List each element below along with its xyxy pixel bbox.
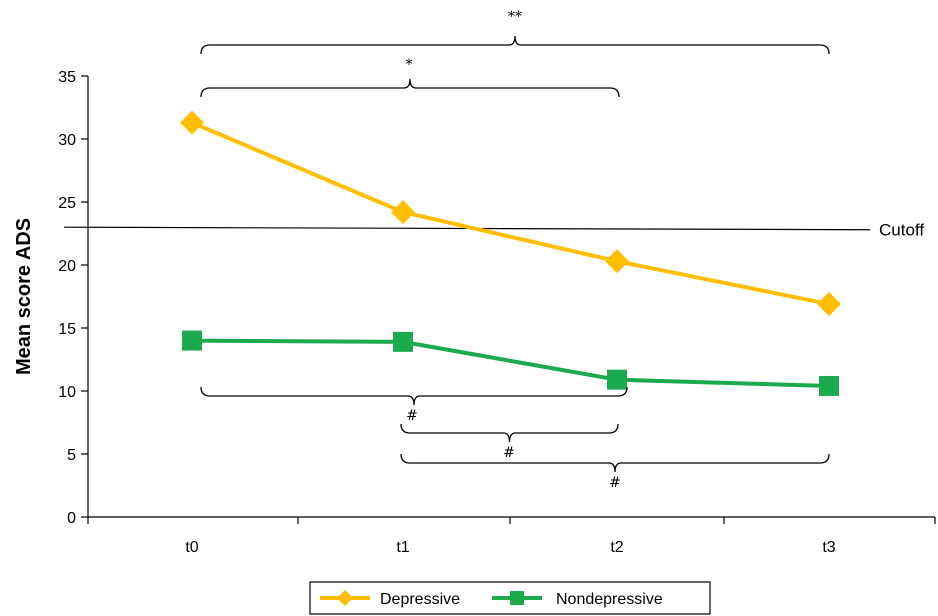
data-point-nondepressive [393, 331, 413, 352]
y-tick-label: 5 [67, 447, 76, 464]
significance-brace [200, 386, 628, 406]
y-tick-label: 25 [58, 195, 76, 212]
data-point-nondepressive [182, 330, 202, 351]
legend-marker-square [510, 591, 524, 605]
y-tick-label: 35 [58, 69, 76, 86]
data-point-depressive [605, 249, 629, 274]
y-axis-label: Mean score ADS [13, 218, 35, 375]
data-point-nondepressive [607, 369, 627, 390]
y-tick-label: 10 [58, 384, 76, 401]
y-tick-label: 0 [67, 510, 76, 527]
data-point-depressive [391, 200, 415, 225]
significance-brace [200, 35, 830, 55]
significance-label: * [406, 57, 413, 73]
y-tick-label: 15 [58, 321, 76, 338]
y-tick-label: 20 [58, 258, 76, 275]
x-tick-label: t0 [185, 539, 198, 556]
cutoff-line-group: Cutoff [63, 221, 924, 240]
x-tick-label: t2 [610, 539, 623, 556]
data-point-nondepressive [819, 375, 839, 396]
x-tick-label: t3 [822, 539, 835, 556]
significance-label: # [406, 408, 418, 424]
series-line-nondepressive [191, 338, 830, 388]
significance-label: # [503, 445, 515, 461]
significance-label: ** [508, 9, 522, 25]
significance-label: # [609, 475, 621, 491]
legend: Depressive Nondepressive [309, 581, 711, 615]
significance-braces: ***### [200, 9, 830, 491]
y-tick-label: 30 [58, 132, 76, 149]
legend-marker-diamond [337, 590, 353, 606]
data-point-depressive [180, 110, 204, 135]
data-point-depressive [817, 292, 841, 317]
series-group [180, 110, 841, 396]
significance-brace [400, 453, 830, 473]
axes: 0 5 10 15 20 25 30 35 t0 t1 t2 t3 Mean score ADS [13, 69, 936, 556]
series-line-depressive [191, 120, 830, 307]
cutoff-label: Cutoff [879, 221, 924, 240]
x-tick-label: t1 [396, 539, 409, 556]
significance-brace [400, 423, 619, 443]
significance-brace [200, 78, 620, 98]
legend-label: Nondepressive [556, 591, 663, 608]
legend-label: Depressive [380, 591, 460, 608]
